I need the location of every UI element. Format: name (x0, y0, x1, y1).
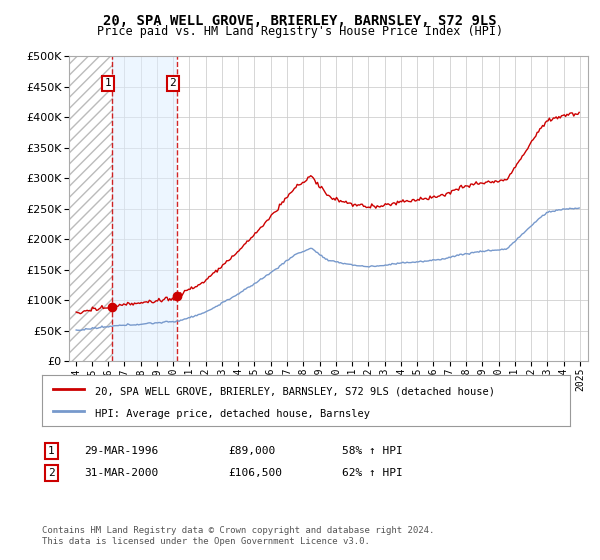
Text: £89,000: £89,000 (228, 446, 275, 456)
Text: 20, SPA WELL GROVE, BRIERLEY, BARNSLEY, S72 9LS (detached house): 20, SPA WELL GROVE, BRIERLEY, BARNSLEY, … (95, 386, 495, 396)
Text: 29-MAR-1996: 29-MAR-1996 (84, 446, 158, 456)
Text: Contains HM Land Registry data © Crown copyright and database right 2024.
This d: Contains HM Land Registry data © Crown c… (42, 526, 434, 546)
Text: £106,500: £106,500 (228, 468, 282, 478)
Text: Price paid vs. HM Land Registry's House Price Index (HPI): Price paid vs. HM Land Registry's House … (97, 25, 503, 38)
Text: HPI: Average price, detached house, Barnsley: HPI: Average price, detached house, Barn… (95, 408, 370, 418)
Bar (112, 56, 177, 361)
Bar (69, 56, 112, 361)
Text: 2: 2 (48, 468, 55, 478)
Text: 1: 1 (104, 78, 111, 88)
Text: 20, SPA WELL GROVE, BRIERLEY, BARNSLEY, S72 9LS: 20, SPA WELL GROVE, BRIERLEY, BARNSLEY, … (103, 14, 497, 28)
Text: 62% ↑ HPI: 62% ↑ HPI (342, 468, 403, 478)
Text: 2: 2 (170, 78, 176, 88)
Text: 31-MAR-2000: 31-MAR-2000 (84, 468, 158, 478)
Text: 58% ↑ HPI: 58% ↑ HPI (342, 446, 403, 456)
Text: 1: 1 (48, 446, 55, 456)
